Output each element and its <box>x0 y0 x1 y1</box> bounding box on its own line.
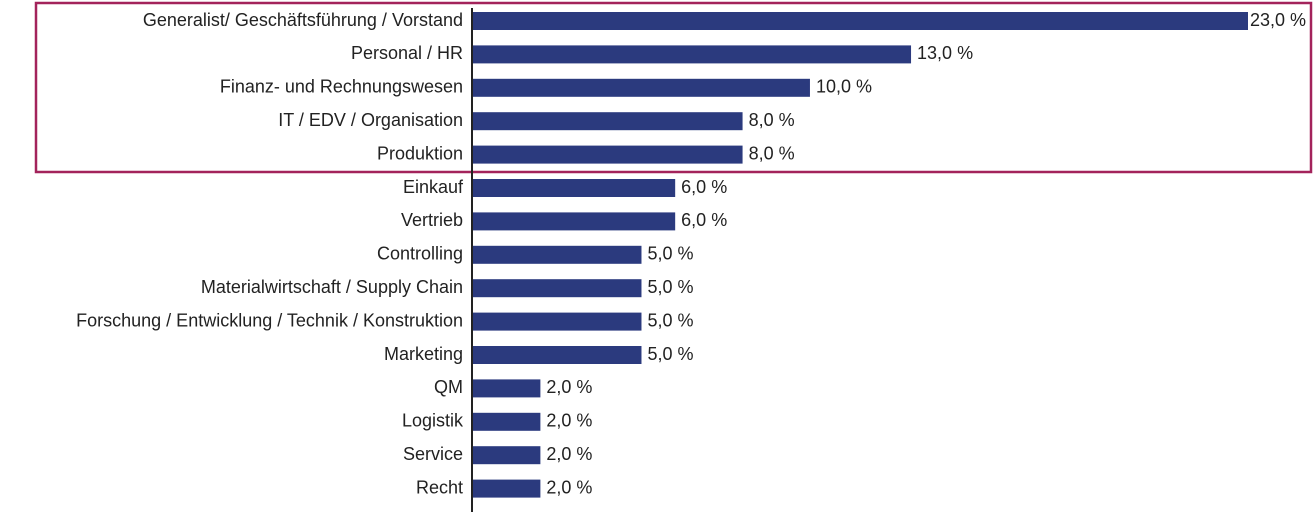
category-label: Einkauf <box>403 177 464 197</box>
value-label: 8,0 % <box>749 110 795 130</box>
value-label: 2,0 % <box>546 477 592 497</box>
category-label: Finanz- und Rechnungswesen <box>220 77 463 97</box>
bar <box>473 112 743 131</box>
bar <box>473 312 642 331</box>
value-label: 10,0 % <box>816 77 872 97</box>
category-label: Forschung / Entwicklung / Technik / Kons… <box>76 310 463 330</box>
value-label: 6,0 % <box>681 210 727 230</box>
value-label: 5,0 % <box>647 244 693 264</box>
bar <box>473 212 676 231</box>
category-label: Personal / HR <box>351 43 463 63</box>
category-label: Logistik <box>402 411 464 431</box>
category-label: Service <box>403 444 463 464</box>
bar <box>473 45 912 64</box>
value-label: 5,0 % <box>647 277 693 297</box>
bar <box>473 446 541 465</box>
value-label: 2,0 % <box>546 377 592 397</box>
bar <box>473 78 810 97</box>
value-label: 2,0 % <box>546 444 592 464</box>
bar <box>473 245 642 264</box>
category-label: QM <box>434 377 463 397</box>
value-label: 5,0 % <box>647 310 693 330</box>
bar <box>473 479 541 498</box>
category-label: IT / EDV / Organisation <box>278 110 463 130</box>
category-label: Vertrieb <box>401 210 463 230</box>
value-label: 23,0 % <box>1250 10 1306 30</box>
highlight-box <box>34 1 1313 174</box>
category-label: Materialwirtschaft / Supply Chain <box>201 277 463 297</box>
bar <box>473 145 743 164</box>
category-label: Generalist/ Geschäftsführung / Vorstand <box>143 10 463 30</box>
category-label: Recht <box>416 477 463 497</box>
category-label: Controlling <box>377 244 463 264</box>
value-label: 13,0 % <box>917 43 973 63</box>
value-label: 8,0 % <box>749 143 795 163</box>
bar <box>473 12 1248 30</box>
bar <box>473 379 541 398</box>
value-label: 6,0 % <box>681 177 727 197</box>
value-label: 2,0 % <box>546 411 592 431</box>
bar <box>473 279 642 298</box>
bar <box>473 412 541 431</box>
bar <box>473 346 642 364</box>
category-label: Marketing <box>384 344 463 364</box>
value-label: 5,0 % <box>647 344 693 364</box>
bar <box>473 179 676 197</box>
category-label: Produktion <box>377 143 463 163</box>
